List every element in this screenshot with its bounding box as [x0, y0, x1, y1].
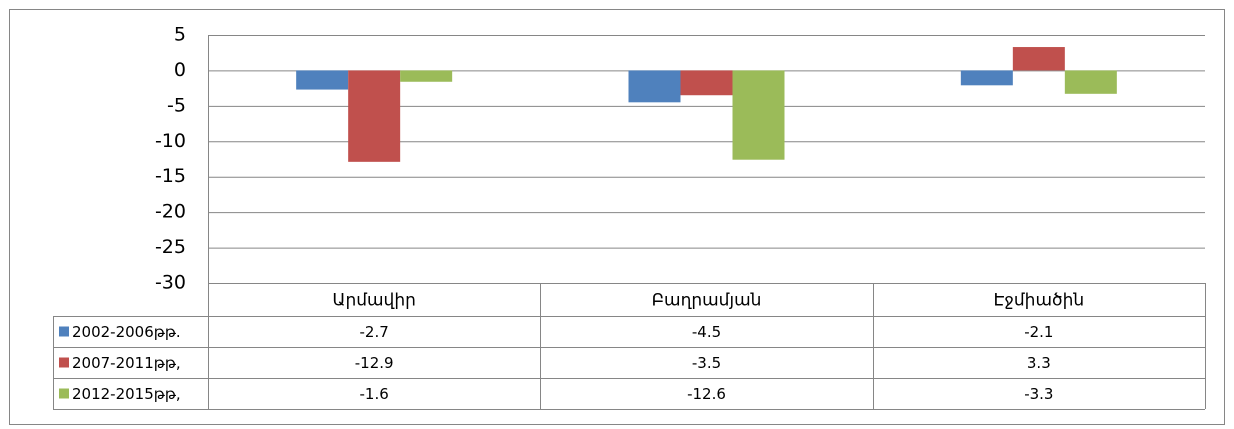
- table-value: -1.6: [360, 385, 389, 403]
- x-tick-label: Էջմիածին: [994, 291, 1085, 311]
- table-value: 3.3: [1027, 354, 1051, 372]
- bar: [348, 70, 401, 162]
- y-tick-label: -10: [155, 130, 186, 152]
- bar: [400, 70, 453, 82]
- table-value: -12.9: [355, 354, 394, 372]
- table-value: -2.7: [360, 323, 389, 341]
- legend-key: [59, 357, 69, 368]
- table-value: -2.1: [1024, 323, 1053, 341]
- y-tick-label: 5: [174, 24, 186, 46]
- y-tick-label: 0: [174, 59, 186, 81]
- bar: [680, 70, 733, 96]
- table-value: -12.6: [687, 385, 726, 403]
- legend-label: 2012-2015թթ,: [72, 385, 181, 403]
- legend-label: 2007-2011թթ,: [72, 354, 181, 372]
- bar: [960, 70, 1013, 86]
- y-tick-label: -5: [167, 94, 186, 116]
- bar: [732, 70, 785, 160]
- bar: [628, 70, 681, 103]
- x-tick-label: Բաղրամյան: [652, 291, 762, 311]
- y-tick-label: -30: [155, 272, 186, 294]
- bar: [296, 70, 349, 90]
- legend-key: [59, 388, 69, 399]
- legend-label: 2002-2006թթ.: [72, 323, 181, 341]
- table-value: -4.5: [692, 323, 721, 341]
- y-tick-label: -20: [155, 201, 186, 223]
- y-tick-label: -15: [155, 165, 186, 187]
- chart-border: [9, 9, 1225, 425]
- bar: [1012, 47, 1065, 71]
- x-tick-label: Արմավիր: [332, 291, 415, 311]
- legend-key: [59, 326, 69, 337]
- table-value: -3.5: [692, 354, 721, 372]
- table-value: -3.3: [1024, 385, 1053, 403]
- bar: [1064, 70, 1117, 94]
- y-tick-label: -25: [155, 236, 186, 258]
